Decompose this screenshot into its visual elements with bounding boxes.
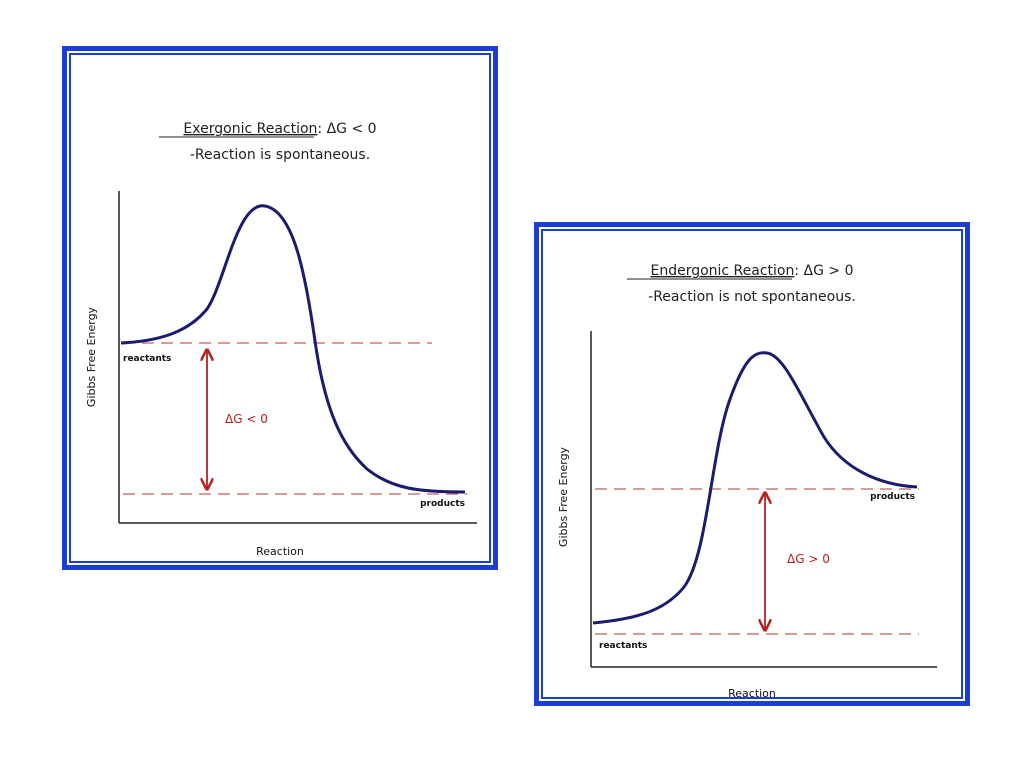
- exergonic-diagram: Exergonic Reaction: ΔG < 0 -Reaction is …: [85, 121, 477, 558]
- exergonic-subtitle: -Reaction is spontaneous.: [190, 147, 370, 163]
- endergonic-title: Endergonic Reaction: ΔG > 0: [650, 263, 853, 279]
- exergonic-diagram-panel: Exergonic Reaction: ΔG < 0 -Reaction is …: [62, 46, 498, 570]
- x-axis-label: Reaction: [256, 545, 304, 558]
- endergonic-diagram: Endergonic Reaction: ΔG > 0 -Reaction is…: [557, 263, 937, 700]
- y-axis-label: Gibbs Free Energy: [85, 306, 98, 407]
- endergonic-subtitle: -Reaction is not spontaneous.: [648, 289, 856, 305]
- reactants-label: reactants: [123, 354, 171, 364]
- delta-g-label: ΔG < 0: [225, 412, 268, 426]
- energy-curve: [120, 204, 466, 494]
- delta-g-label: ΔG > 0: [787, 552, 830, 566]
- products-label: products: [870, 492, 915, 502]
- reactants-label: reactants: [599, 641, 647, 651]
- exergonic-title: Exergonic Reaction: ΔG < 0: [183, 121, 376, 137]
- endergonic-diagram-panel: Endergonic Reaction: ΔG > 0 -Reaction is…: [534, 222, 970, 706]
- y-axis-label: Gibbs Free Energy: [557, 446, 570, 547]
- energy-curve: [592, 351, 918, 625]
- products-label: products: [420, 499, 465, 509]
- x-axis-label: Reaction: [728, 687, 776, 700]
